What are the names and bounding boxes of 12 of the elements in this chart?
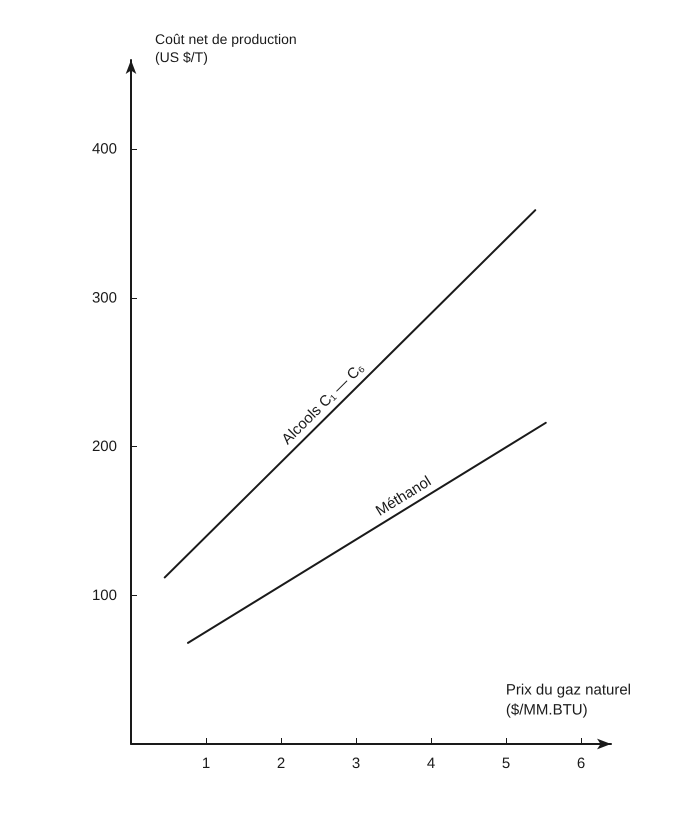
x-tick-label: 6 (576, 755, 586, 772)
x-tick-label: 5 (502, 755, 510, 772)
y-tick-label: 300 (92, 289, 117, 306)
y-tick-label: 200 (92, 438, 117, 456)
y-tick-label: 100 (92, 586, 117, 604)
y-tick-label: 400 (92, 140, 117, 158)
x-tick-label: 1 (202, 755, 210, 772)
y-axis-title: Coût net de production (US $/T) (155, 31, 297, 65)
x-tick-label: 2 (276, 755, 286, 772)
x-axis-title: Prix du gaz naturel ($/MM.BTU) (506, 682, 632, 718)
x-tick-label: 4 (426, 755, 436, 772)
x-tick-label: 3 (352, 755, 360, 772)
